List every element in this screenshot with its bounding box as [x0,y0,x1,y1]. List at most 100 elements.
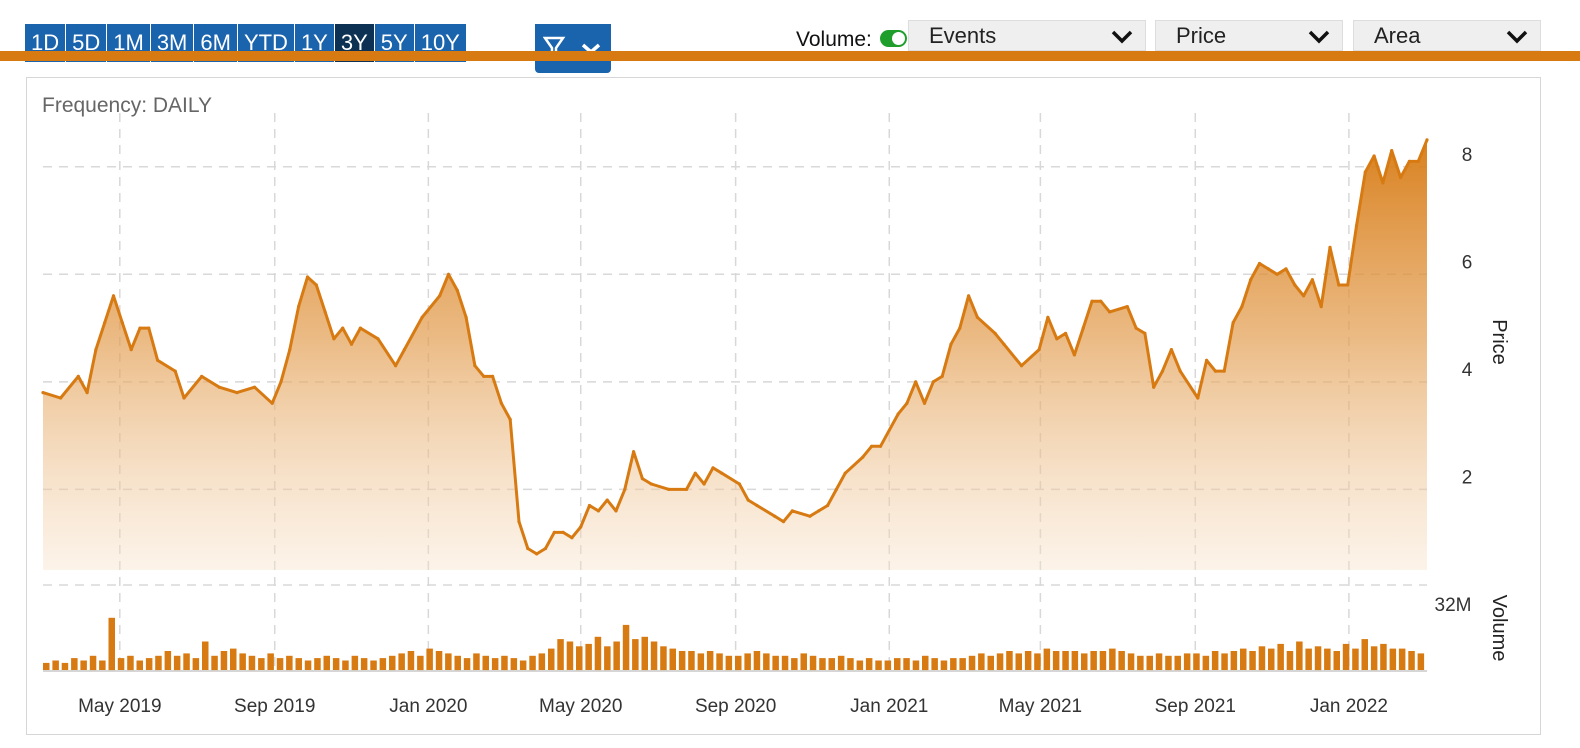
price-point [579,525,583,529]
price-point [217,385,221,389]
price-point [1143,331,1147,335]
price-point [517,520,521,524]
volume-tick-label: 32M [1435,595,1472,616]
volume-bar [463,658,471,670]
volume-bar [1024,651,1032,670]
price-point [464,315,468,319]
price-point [1231,321,1235,325]
price-point [1099,299,1103,303]
volume-bar [1183,653,1191,670]
volume-bar [594,636,602,671]
price-point [1037,348,1041,352]
price-point [1064,331,1068,335]
volume-bar [1314,646,1322,671]
price-point [826,503,830,508]
volume-bar [108,617,115,671]
price-point [376,337,380,341]
price-point [931,380,935,384]
volume-bar [445,653,452,670]
volume-bar [725,655,733,671]
price-point [138,326,142,330]
price-point [1046,315,1050,319]
price-point [667,487,671,491]
price-dropdown[interactable]: Price [1155,20,1343,51]
volume-bar [688,651,695,670]
volume-bar [1127,653,1135,670]
volume-bar [996,653,1004,670]
volume-bar [1417,653,1425,670]
volume-bar [884,660,892,670]
price-point [1363,170,1367,174]
price-point [59,396,63,400]
price-point [499,401,503,405]
price-point [235,391,239,395]
events-dropdown[interactable]: Events [908,20,1146,51]
volume-bar [678,651,686,670]
price-point [684,487,689,491]
volume-bar [473,653,480,670]
chart-type-dropdown[interactable]: Area [1353,20,1541,51]
price-point [394,364,398,368]
volume-bar [314,658,321,670]
volume-bar [931,658,938,670]
price-point [1319,305,1323,309]
volume-bar [192,658,200,670]
price-point [1205,358,1209,362]
volume-bar [1258,646,1266,671]
volume-bar [959,658,966,670]
volume-bar [772,655,779,671]
x-tick-label: Jan 2022 [1310,696,1388,717]
volume-bar [99,660,106,670]
chart-type-dropdown-label: Area [1374,23,1421,48]
price-point [323,310,327,314]
volume-bar [1305,648,1312,670]
volume-bar [576,646,583,671]
price-point [896,412,900,416]
price-point [1081,326,1085,330]
price-point [1275,272,1279,276]
volume-bar [61,662,69,670]
volume-bar [379,658,387,670]
price-point [147,326,151,330]
price-point [993,331,997,335]
price-point [85,391,89,395]
volume-bar [968,655,976,671]
volume-bar [1090,651,1097,670]
volume-axis-label: Volume [1488,595,1510,662]
volume-bar [248,655,256,671]
price-axis-label: Price [1488,319,1510,365]
volume-bar [1062,651,1069,670]
volume-bar [220,651,228,670]
volume-bar [80,660,87,670]
price-point [1407,159,1411,163]
volume-bar [669,648,676,670]
price-point [1152,385,1156,389]
chevron-down-icon [1308,30,1330,44]
x-tick-label: Sep 2019 [234,696,315,717]
price-point [270,401,274,405]
volume-bar [258,658,265,670]
price-point [1337,283,1341,287]
volume-bar [1296,641,1303,670]
volume-bar [735,655,742,671]
price-point [76,374,80,378]
volume-bar [276,658,284,670]
filter-dropdown-button[interactable] [535,24,611,73]
volume-bar [211,655,218,671]
volume-bar [407,651,415,670]
price-point [1072,353,1076,357]
volume-toggle[interactable] [880,30,907,47]
price-point [332,337,336,341]
volume-bar [1286,651,1294,670]
price-point [561,530,565,535]
price-point [314,283,318,287]
volume-bar [1043,648,1051,670]
price-point [1310,278,1314,282]
volume-bar [155,655,162,671]
price-point [120,321,124,325]
price-point [1240,305,1244,309]
price-point [473,364,477,368]
volume-bar [71,658,78,670]
price-point [746,498,750,502]
